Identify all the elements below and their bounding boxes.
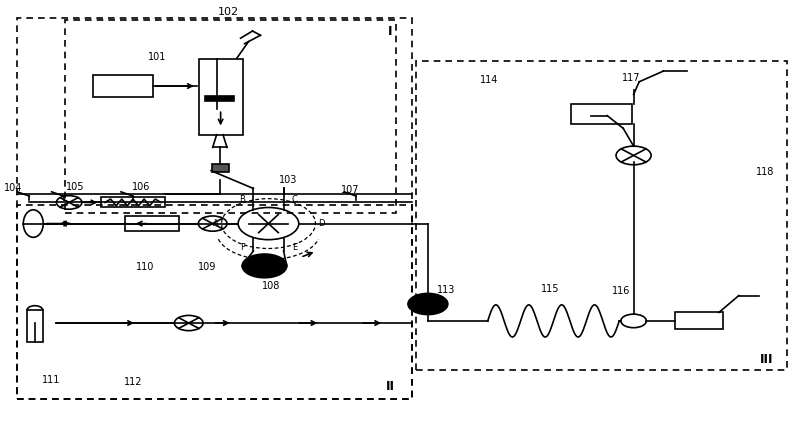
Text: 101: 101	[148, 52, 166, 62]
Text: 108: 108	[262, 281, 280, 291]
Text: 116: 116	[613, 286, 631, 296]
Text: 106: 106	[132, 182, 150, 192]
Polygon shape	[206, 96, 234, 101]
Text: 110: 110	[136, 262, 154, 272]
Text: 113: 113	[437, 285, 455, 295]
Text: I: I	[388, 25, 393, 37]
Text: E: E	[292, 243, 298, 252]
Circle shape	[408, 294, 448, 314]
Text: 104: 104	[4, 184, 22, 193]
Text: 114: 114	[480, 75, 498, 85]
Text: D: D	[318, 219, 324, 228]
Text: F: F	[240, 243, 245, 252]
Text: 103: 103	[279, 175, 298, 185]
Text: 115: 115	[541, 284, 559, 294]
Circle shape	[242, 254, 286, 278]
Text: 109: 109	[198, 262, 216, 272]
Text: 118: 118	[756, 167, 774, 176]
Text: 107: 107	[342, 185, 360, 195]
Text: C: C	[292, 195, 298, 204]
Text: 112: 112	[124, 377, 142, 387]
Text: 105: 105	[66, 182, 85, 192]
Text: 117: 117	[622, 72, 641, 83]
Text: II: II	[386, 380, 395, 393]
Text: 102: 102	[218, 7, 239, 17]
Text: B: B	[239, 195, 245, 204]
Polygon shape	[212, 164, 230, 172]
Text: III: III	[760, 352, 774, 366]
Text: 111: 111	[42, 375, 60, 385]
Text: A: A	[213, 219, 218, 228]
